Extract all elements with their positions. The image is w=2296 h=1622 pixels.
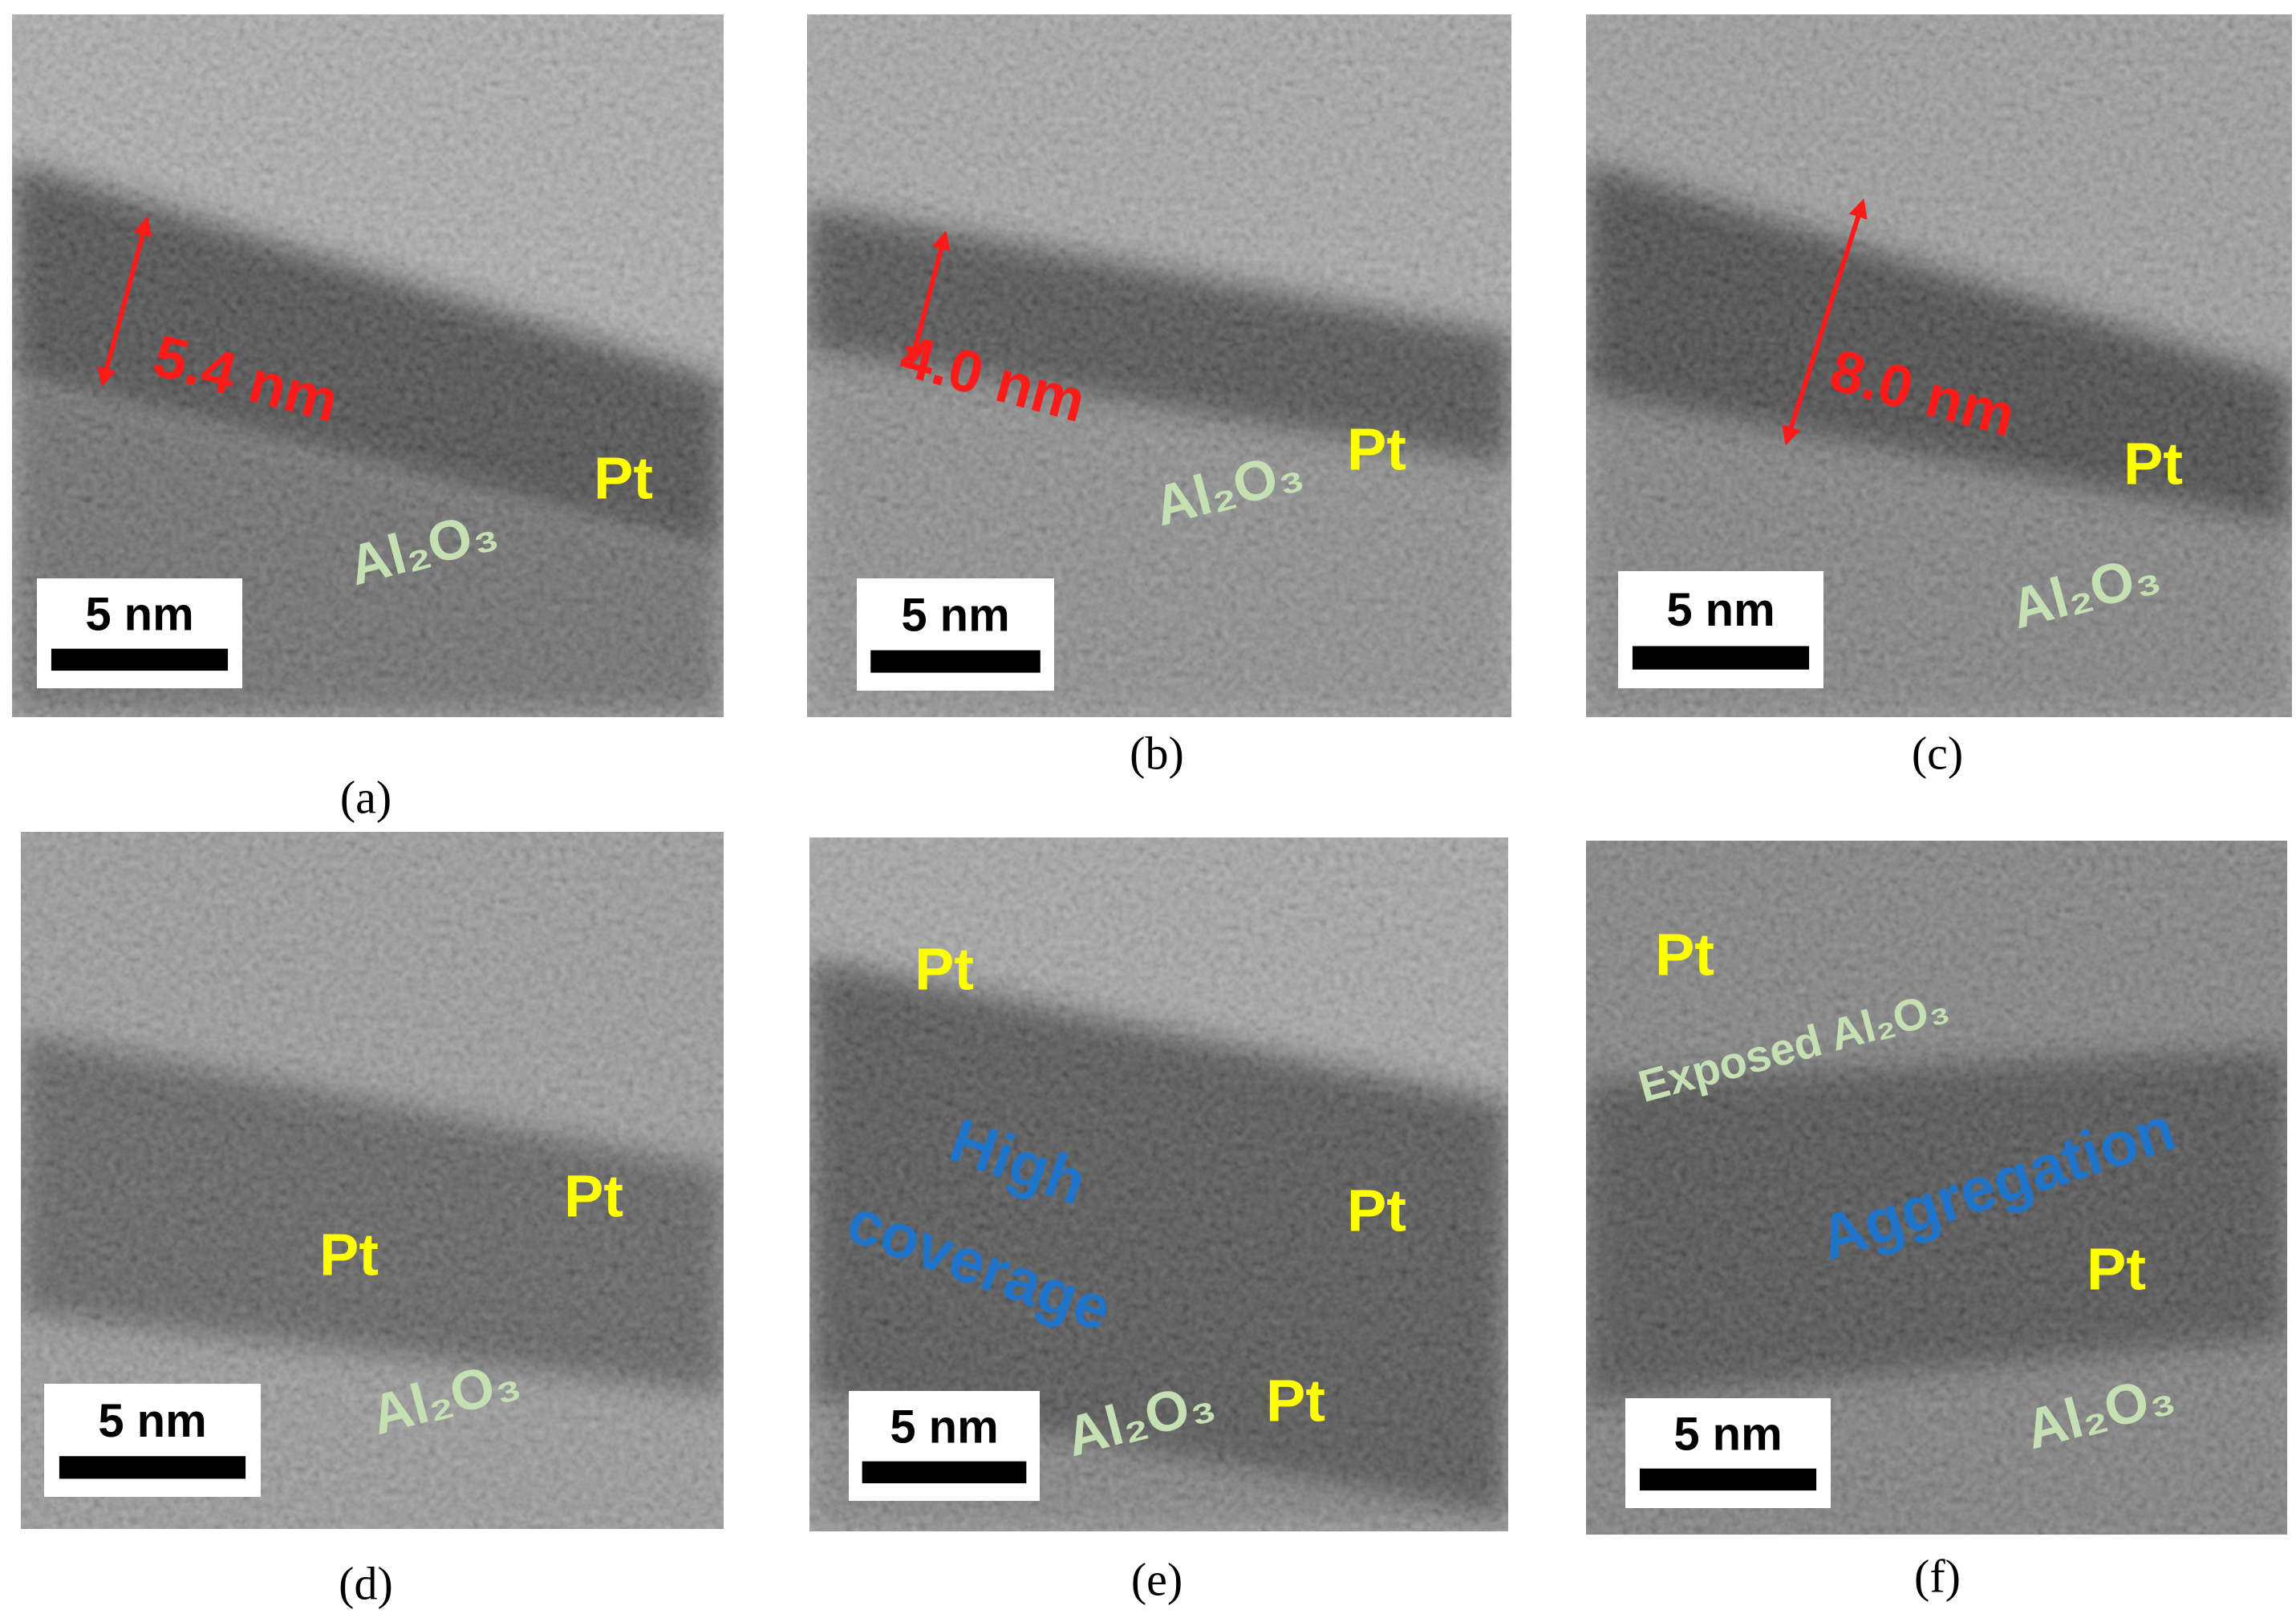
material-label: Pt <box>915 936 974 1003</box>
material-label: Pt <box>1655 922 1714 988</box>
material-label: Pt <box>2087 1236 2146 1303</box>
thickness-arrow <box>1782 198 1868 446</box>
scale-bar-label: 5 nm <box>85 589 193 641</box>
material-label: Pt <box>1266 1368 1325 1434</box>
scale-bar <box>870 650 1041 673</box>
scale-bar <box>1632 646 1810 670</box>
panel-caption: (a) <box>340 771 391 823</box>
material-label: Pt <box>1347 1178 1406 1244</box>
scale-bar-label: 5 nm <box>1666 584 1775 636</box>
scale-bar-label: 5 nm <box>1673 1409 1782 1461</box>
panel-caption: (e) <box>1131 1553 1182 1605</box>
panel-caption: (b) <box>1130 727 1184 779</box>
thickness-arrow <box>906 230 951 367</box>
material-label: Pt <box>319 1222 379 1288</box>
panel-caption: (d) <box>339 1557 393 1609</box>
scale-bar <box>51 648 229 671</box>
scale-bar <box>862 1461 1027 1484</box>
material-label: Pt <box>564 1163 623 1230</box>
thickness-arrow <box>97 216 152 387</box>
material-label: Pt <box>2124 431 2183 497</box>
material-label: Pt <box>1347 416 1406 483</box>
scale-bar-label: 5 nm <box>901 590 1009 642</box>
scale-bar-label: 5 nm <box>98 1395 206 1447</box>
panel-caption: (f) <box>1914 1550 1961 1602</box>
scale-bar <box>1639 1468 1817 1491</box>
scale-bar-label: 5 nm <box>890 1401 998 1454</box>
material-label: Pt <box>594 445 653 512</box>
panel-caption: (c) <box>1912 727 1963 779</box>
scale-bar <box>59 1456 246 1479</box>
